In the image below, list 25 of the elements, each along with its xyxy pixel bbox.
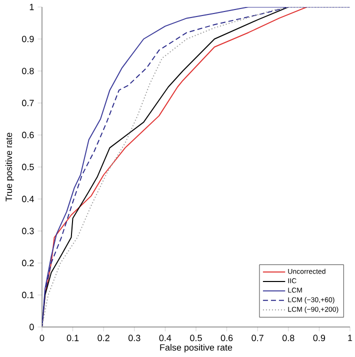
y-axis-title: True positive rate — [5, 132, 14, 202]
x-tick-label: 0.5 — [190, 334, 202, 342]
y-tick-label: 0.7 — [22, 100, 34, 106]
line-series — [42, 7, 350, 327]
y-tick-label: 0.5 — [22, 164, 34, 170]
x-tick-label: 0 — [40, 334, 44, 342]
y-tick-label: 0.1 — [22, 292, 34, 298]
x-axis-title: False positive rate — [160, 344, 232, 352]
y-tick-label: 0 — [30, 324, 34, 330]
y-tick-label: 0.4 — [22, 196, 34, 202]
y-tick-label: 0.9 — [22, 36, 34, 42]
x-tick-label: 0.1 — [66, 334, 79, 342]
x-tick-label: 0.8 — [282, 334, 294, 342]
x-tick-label: 0.6 — [220, 334, 233, 342]
y-tick-label: 0.8 — [22, 68, 34, 74]
x-tick-label: 1 — [348, 334, 352, 341]
y-tick-label: 0.6 — [22, 132, 34, 138]
x-tick-label: 0.3 — [128, 334, 140, 342]
x-tick-label: 0.4 — [159, 334, 172, 342]
x-tick-label: 0.2 — [98, 334, 110, 342]
y-tick-label: 1 — [30, 4, 34, 10]
x-tick-label: 0.9 — [313, 334, 326, 342]
x-tick-label: 0.7 — [252, 334, 264, 342]
y-tick-label: 0.2 — [22, 260, 34, 266]
y-tick-label: 0.3 — [22, 228, 34, 234]
